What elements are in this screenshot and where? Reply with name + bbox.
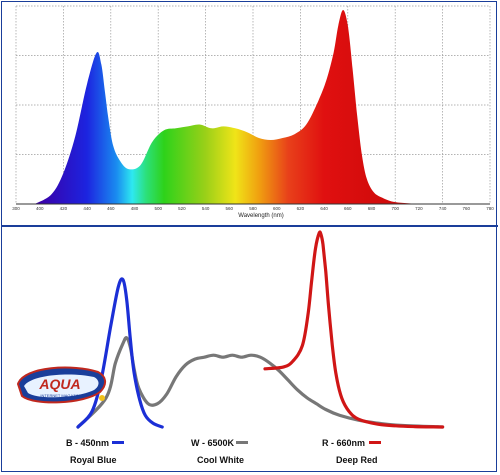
spectrum-tick-label: 780 — [486, 206, 494, 211]
spectrum-tick-label: 420 — [60, 206, 68, 211]
legend-white-swatch — [236, 441, 248, 444]
legend-blue-sublabel: Royal Blue — [70, 455, 117, 465]
logo-subtext: INTERNET MAGAZIN — [40, 393, 79, 398]
spectrum-tick-label: 480 — [131, 206, 139, 211]
spectrum-tick-label: 460 — [107, 206, 115, 211]
spectrum-tick-label: 660 — [344, 206, 352, 211]
spectrum-tick-label: 540 — [202, 206, 210, 211]
spectrum-tick-label: 520 — [178, 206, 186, 211]
aqua-logo: AQUA INTERNET MAGAZIN — [14, 362, 114, 408]
spectrum-tick-label: 440 — [83, 206, 91, 211]
spectrum-area — [35, 10, 419, 204]
spectrum-tick-label: 560 — [226, 206, 234, 211]
spectrum-tick-label: 700 — [391, 206, 399, 211]
spectrum-tick-label: 300 — [12, 206, 20, 211]
spectrum-tick-label: 400 — [36, 206, 44, 211]
spectrum-ticks: 300 400 420 440 460 480 500 520 540 560 580 600 620 6… — [12, 206, 494, 211]
legend-red-swatch — [369, 441, 381, 444]
spectrum-chart: 300 400 420 440 460 480 500 520 540 560 580 600 620 6… — [12, 5, 494, 219]
panel-divider — [1, 225, 498, 227]
logo-wordmark: AQUA — [38, 376, 80, 392]
legend-red-sublabel: Deep Red — [336, 455, 378, 465]
spectrum-tick-label: 760 — [463, 206, 471, 211]
spectrum-tick-label: 620 — [297, 206, 305, 211]
legend-white-sublabel: Cool White — [197, 455, 244, 465]
legend-blue-name: B - 450nm — [66, 438, 110, 448]
spectrum-x-axis-label: Wavelength (nm) — [238, 213, 283, 219]
spectrum-tick-label: 740 — [439, 206, 447, 211]
legend-white-name: W - 6500K — [191, 438, 235, 448]
legend-blue-swatch — [112, 441, 124, 444]
spectrum-tick-label: 500 — [154, 206, 162, 211]
spectrum-tick-label: 720 — [415, 206, 423, 211]
spectrum-tick-label: 580 — [249, 206, 257, 211]
spectrum-tick-label: 600 — [273, 206, 281, 211]
spectrum-tick-label: 640 — [320, 206, 328, 211]
spectrum-tick-label: 680 — [368, 206, 376, 211]
legend-red-name: R - 660nm — [322, 438, 366, 448]
